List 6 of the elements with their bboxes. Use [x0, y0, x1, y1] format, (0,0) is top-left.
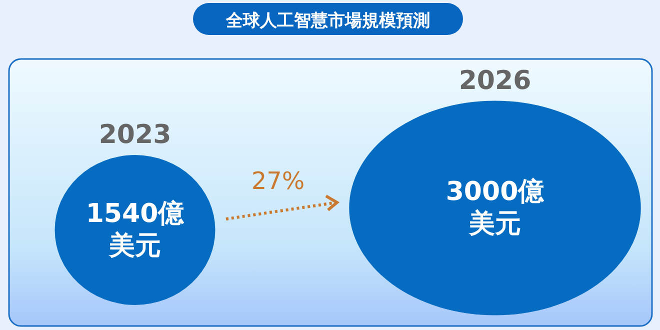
category-label: 2026 — [458, 66, 532, 96]
data-label: 1540億美元 — [86, 199, 186, 261]
data-label: 3000億美元 — [446, 177, 546, 239]
text: 全球人工智慧市場規模預測 — [225, 11, 430, 31]
text: 27% — [251, 167, 305, 195]
category-label: 2023 — [98, 120, 172, 150]
